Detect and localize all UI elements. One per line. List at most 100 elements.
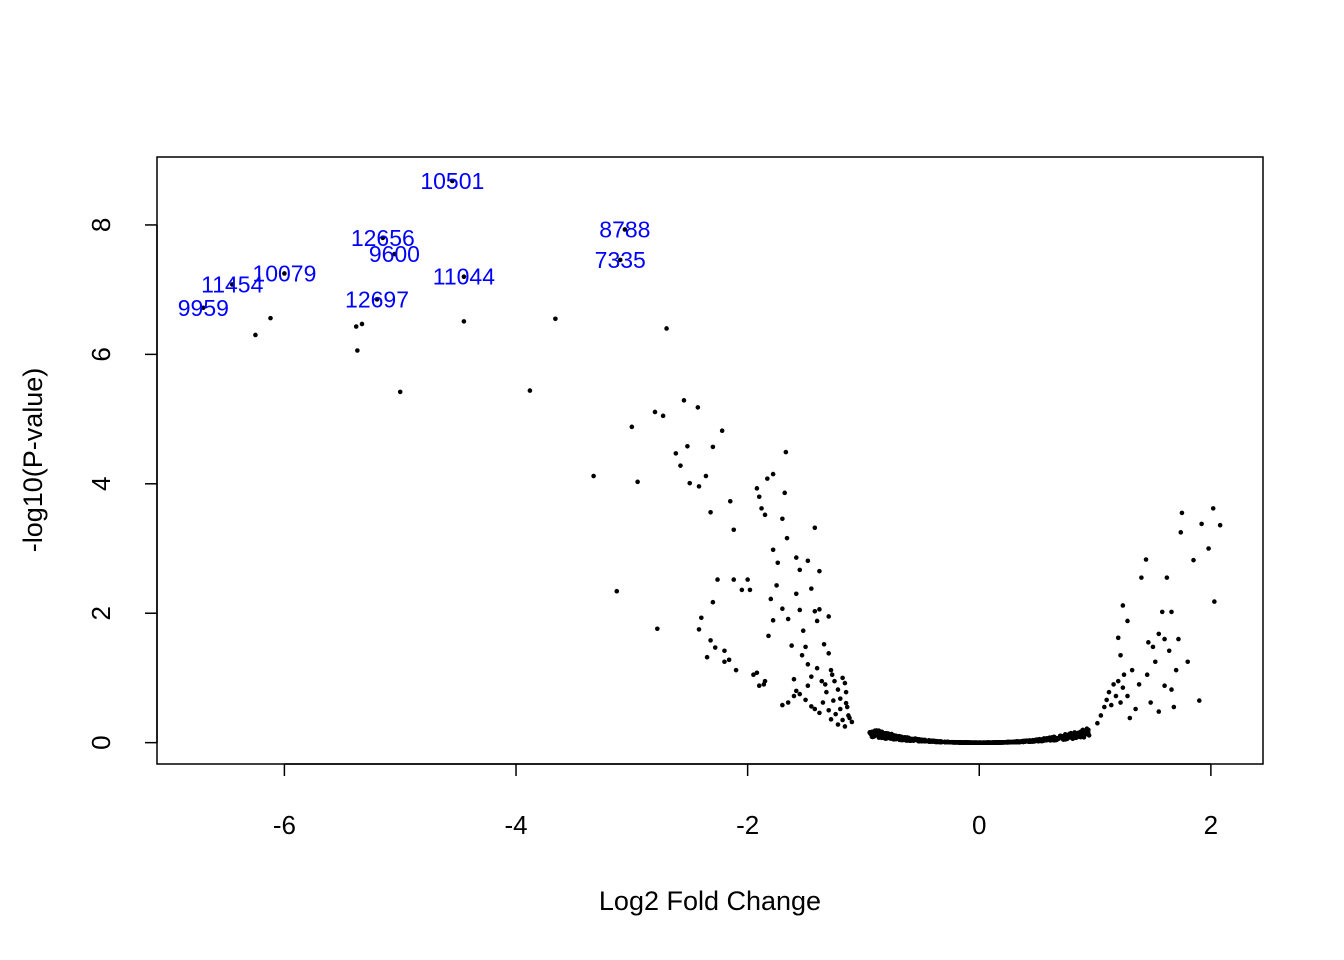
data-point <box>843 689 849 695</box>
data-point <box>766 633 771 639</box>
point-label: 10079 <box>252 260 316 286</box>
data-point <box>655 626 660 632</box>
data-point <box>1166 648 1172 654</box>
data-point <box>847 715 852 721</box>
data-point <box>835 722 841 727</box>
data-point <box>805 683 811 688</box>
data-point <box>708 509 713 515</box>
data-point <box>696 627 702 632</box>
data-point <box>739 587 745 593</box>
data-point <box>997 740 1002 745</box>
data-point <box>843 700 849 706</box>
x-axis: -6 -4 -2 0 2 <box>273 763 1218 840</box>
data-point <box>353 324 359 329</box>
data-point <box>1034 737 1039 743</box>
data-point <box>1115 635 1121 641</box>
data-point <box>359 321 365 327</box>
data-point <box>1191 557 1196 563</box>
data-point <box>461 319 467 324</box>
data-point <box>681 398 687 403</box>
data-point <box>849 719 855 725</box>
data-point <box>774 583 779 588</box>
point-label: 7335 <box>595 247 646 273</box>
data-point <box>727 498 733 504</box>
data-point <box>817 710 822 716</box>
data-point <box>805 662 811 667</box>
labeled-data-point <box>617 257 623 263</box>
data-point <box>1064 732 1069 738</box>
data-point <box>1038 737 1043 742</box>
data-point <box>1072 730 1077 736</box>
data-point <box>1139 575 1144 580</box>
data-point <box>1121 672 1127 677</box>
data-point <box>1179 510 1185 516</box>
data-point <box>876 735 882 740</box>
data-point <box>775 560 781 566</box>
data-point <box>1127 715 1133 721</box>
data-point <box>799 652 805 658</box>
data-point <box>1129 667 1135 673</box>
data-point <box>1144 672 1150 677</box>
data-point <box>826 651 832 656</box>
data-point <box>703 473 709 479</box>
data-point <box>731 577 737 582</box>
point-label: 10501 <box>420 168 484 194</box>
data-point <box>652 409 658 415</box>
data-point <box>829 672 835 677</box>
x-tick-label: -2 <box>736 810 759 840</box>
data-point <box>826 614 832 619</box>
data-point <box>814 665 820 671</box>
data-point <box>710 599 716 605</box>
data-point <box>1070 734 1076 740</box>
data-point <box>1199 521 1204 527</box>
data-point <box>1133 706 1138 712</box>
labeled-data-point <box>461 274 467 280</box>
data-point <box>820 700 826 705</box>
data-point <box>1120 603 1126 608</box>
data-point <box>1143 557 1149 562</box>
data-point <box>635 479 640 485</box>
data-point <box>1217 522 1223 528</box>
data-point <box>921 737 926 743</box>
data-point <box>770 547 776 553</box>
data-point <box>1026 739 1032 744</box>
data-point <box>837 696 843 701</box>
data-point <box>762 512 768 518</box>
data-point <box>664 326 669 331</box>
data-point <box>1004 739 1010 745</box>
data-point <box>1086 727 1091 733</box>
data-point <box>756 494 762 500</box>
data-point <box>1118 652 1123 658</box>
data-point <box>789 643 794 648</box>
data-point <box>629 424 635 430</box>
data-point <box>793 688 799 694</box>
data-point <box>710 444 716 450</box>
labeled-data-point <box>201 305 206 311</box>
data-point <box>819 678 825 684</box>
data-point <box>780 516 785 522</box>
data-point <box>673 451 679 456</box>
data-point <box>780 606 785 611</box>
labeled-data-point <box>374 297 380 302</box>
data-point <box>840 675 845 681</box>
y-tick-label: 6 <box>86 347 116 361</box>
data-point <box>782 490 787 496</box>
data-point <box>397 389 403 395</box>
data-point <box>553 316 558 322</box>
data-point <box>957 740 963 745</box>
data-point <box>751 672 756 677</box>
data-point <box>695 405 701 410</box>
data-point <box>1156 631 1162 637</box>
x-tick-label: 2 <box>1204 810 1218 840</box>
data-point <box>747 587 753 593</box>
data-point <box>809 674 814 679</box>
data-point <box>797 567 803 573</box>
data-point <box>837 706 843 712</box>
data-point <box>591 473 596 479</box>
data-point <box>1095 720 1100 726</box>
data-point <box>824 689 829 695</box>
data-point <box>765 476 770 481</box>
data-point <box>1115 678 1121 684</box>
data-point <box>1136 682 1142 687</box>
data-point <box>754 670 760 676</box>
